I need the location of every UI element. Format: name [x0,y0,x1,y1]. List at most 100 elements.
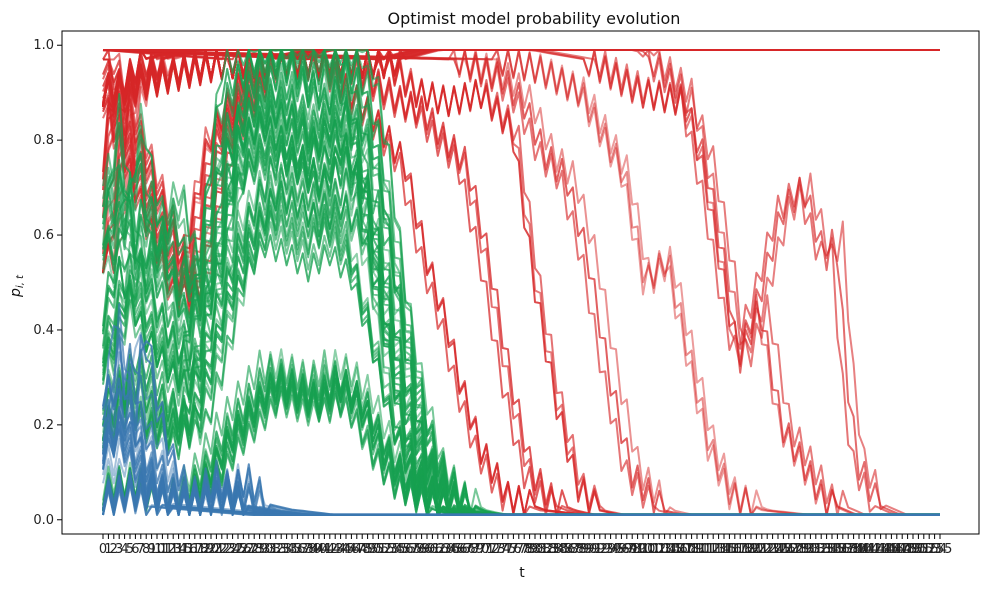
x-tick-label: 141 [852,542,877,557]
y-tick-label: 0.0 [33,513,54,528]
x-tick-label: 103 [647,542,672,557]
x-tick-label: 16 [181,542,198,557]
x-tick-label: 10 [149,542,166,557]
x-tick-label: 145 [874,542,899,557]
x-tick-label: 113 [701,542,726,557]
x-tick-label: 118 [728,542,753,557]
y-axis-label-main: p [8,288,24,298]
x-tick-label: 66 [451,542,468,557]
x-tick-label: 58 [408,542,425,557]
y-tick-label: 0.4 [33,323,54,338]
x-tick-label: 28 [246,542,263,557]
x-tick-label: 136 [825,542,850,557]
x-tick-label: 100 [631,542,656,557]
x-tick-label: 139 [841,542,866,557]
x-tick-label: 43 [327,542,344,557]
x-tick-label: 155 [928,542,953,557]
x-tick-label: 23 [219,542,236,557]
x-tick-label: 84 [548,542,565,557]
x-tick-label: 31 [262,542,279,557]
x-tick-label: 20 [203,542,220,557]
x-tick-label: 83 [543,542,560,557]
x-tick-label: 56 [397,542,414,557]
x-tick-label: 50 [365,542,382,557]
x-tick-label: 41 [316,542,333,557]
x-tick-label: 49 [359,542,376,557]
x-tick-label: 60 [419,542,436,557]
x-tick-label: 98 [624,542,641,557]
x-tick-label: 32 [268,542,285,557]
y-tick-label: 1.0 [33,38,54,53]
x-tick-label: 97 [619,542,636,557]
x-tick-label: 150 [901,542,926,557]
x-tick-label: 5 [126,542,134,557]
x-tick-label: 120 [739,542,764,557]
x-tick-label: 33 [273,542,290,557]
x-tick-label: 147 [884,542,909,557]
x-tick-label: 34 [278,542,295,557]
x-tick-label: 85 [554,542,571,557]
x-tick-label: 91 [586,542,603,557]
x-tick-label: 13 [165,542,182,557]
x-tick-label: 14 [170,542,187,557]
x-tick-label: 105 [658,542,683,557]
x-tick-label: 25 [230,542,247,557]
x-tick-label: 95 [608,542,625,557]
x-tick-label: 62 [430,542,447,557]
x-tick-label: 106 [663,542,688,557]
x-tick-label: 27 [241,542,258,557]
x-tick-label: 125 [766,542,791,557]
x-tick-label: 148 [890,542,915,557]
x-tick-label: 111 [690,542,715,557]
x-tick-label: 18 [192,542,209,557]
x-tick-label: 82 [538,542,555,557]
x-tick-label: 96 [613,542,630,557]
x-tick-label: 154 [922,542,947,557]
x-tick-label: 89 [575,542,592,557]
x-tick-label: 51 [370,542,387,557]
x-tick-label: 126 [771,542,796,557]
x-tick-label: 92 [592,542,609,557]
x-tick-label: 76 [505,542,522,557]
x-tick-label: 2 [110,542,118,557]
x-tick-label: 8 [142,542,150,557]
x-tick-label: 21 [208,542,225,557]
x-tick-label: 26 [235,542,252,557]
x-tick-label: 153 [917,542,942,557]
x-tick-label: 3 [115,542,123,557]
x-tick-label: 87 [565,542,582,557]
x-tick-label: 22 [214,542,231,557]
y-axis-label: pi, t [8,274,26,298]
x-tick-label: 107 [668,542,693,557]
x-tick-label: 38 [300,542,317,557]
x-tick-label: 142 [857,542,882,557]
x-tick-label: 70 [473,542,490,557]
y-axis-label-subscript: i, t [15,274,26,288]
x-tick-label: 114 [706,542,731,557]
x-tick-label: 11 [154,542,171,557]
x-tick-label: 102 [641,542,666,557]
x-tick-label: 134 [814,542,839,557]
x-tick-label: 74 [494,542,511,557]
x-tick-label: 48 [354,542,371,557]
x-tick-label: 54 [386,542,403,557]
x-tick-label: 143 [863,542,888,557]
x-tick-label: 127 [776,542,801,557]
y-tick-label: 0.8 [33,133,54,148]
x-tick-label: 40 [311,542,328,557]
x-tick-label: 99 [629,542,646,557]
x-tick-label: 94 [602,542,619,557]
x-tick-label: 104 [652,542,677,557]
x-tick-label: 65 [446,542,463,557]
x-tick-label: 63 [435,542,452,557]
x-tick-label: 9 [147,542,155,557]
x-tick-label: 35 [284,542,301,557]
y-tick-label: 0.6 [33,228,54,243]
x-tick-label: 42 [322,542,339,557]
axes-box [61,30,980,535]
x-tick-label: 15 [176,542,193,557]
x-tick-label: 146 [879,542,904,557]
x-tick-label: 110 [685,542,710,557]
x-tick-label: 67 [457,542,474,557]
red_series-group [102,49,940,516]
